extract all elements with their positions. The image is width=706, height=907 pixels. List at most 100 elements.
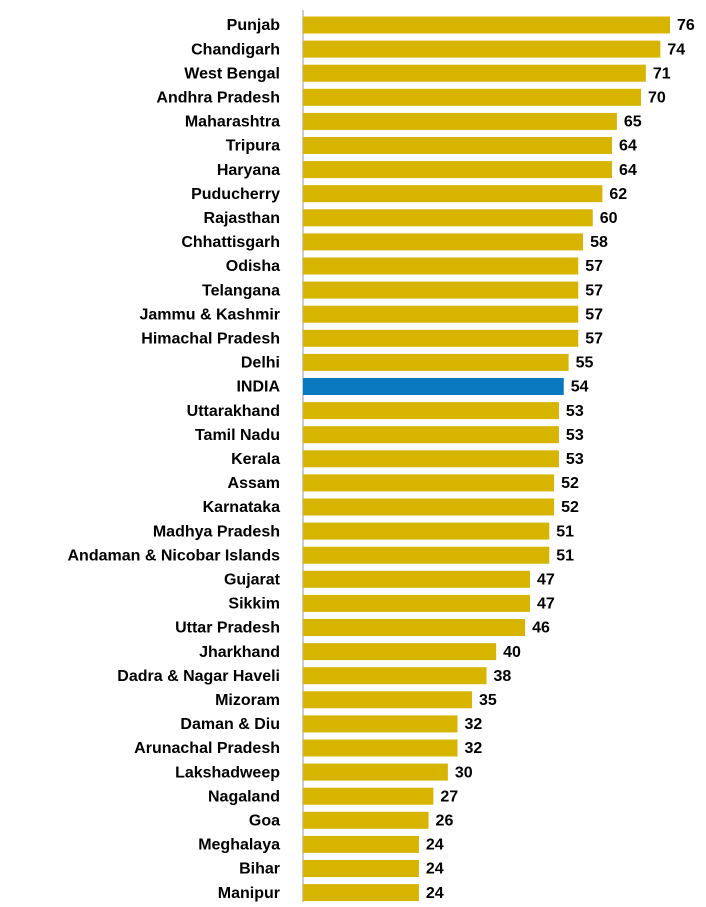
bar bbox=[303, 305, 579, 323]
bar bbox=[303, 88, 642, 106]
bar bbox=[303, 402, 559, 420]
value-label: 51 bbox=[556, 523, 574, 540]
bar bbox=[303, 667, 487, 685]
value-label: 53 bbox=[566, 403, 584, 420]
bar bbox=[303, 257, 579, 275]
value-label: 74 bbox=[667, 41, 685, 58]
category-label: Mizoram bbox=[215, 692, 280, 709]
category-label: Sikkim bbox=[228, 596, 280, 613]
category-label: Goa bbox=[249, 813, 280, 830]
category-label: Lakshadweep bbox=[175, 764, 280, 781]
category-label: Chandigarh bbox=[191, 41, 280, 58]
bar bbox=[303, 474, 555, 492]
bar bbox=[303, 185, 603, 203]
category-label: Rajasthan bbox=[204, 210, 280, 227]
value-label: 30 bbox=[455, 764, 473, 781]
value-label: 54 bbox=[571, 379, 589, 396]
value-label: 70 bbox=[648, 90, 666, 107]
category-label: Puducherry bbox=[191, 186, 280, 203]
category-label: Jharkhand bbox=[199, 644, 280, 661]
value-label: 35 bbox=[479, 692, 497, 709]
bar bbox=[303, 281, 579, 299]
value-label: 38 bbox=[494, 668, 512, 685]
category-label: Bihar bbox=[239, 861, 280, 878]
category-label: Tamil Nadu bbox=[195, 427, 280, 444]
value-label: 76 bbox=[677, 17, 695, 34]
value-label: 52 bbox=[561, 475, 579, 492]
value-label: 24 bbox=[426, 885, 444, 902]
category-label: Meghalaya bbox=[198, 837, 280, 854]
value-label: 32 bbox=[465, 716, 483, 733]
category-label: Gujarat bbox=[224, 572, 281, 589]
bar bbox=[303, 16, 670, 34]
value-label: 52 bbox=[561, 499, 579, 516]
value-label: 55 bbox=[576, 355, 594, 372]
category-label: Uttar Pradesh bbox=[175, 620, 280, 637]
bar bbox=[303, 112, 617, 130]
bar bbox=[303, 450, 559, 468]
bar bbox=[303, 691, 473, 709]
bar bbox=[303, 161, 613, 179]
category-label: West Bengal bbox=[184, 65, 280, 82]
bar bbox=[303, 137, 613, 154]
category-label: Tripura bbox=[226, 138, 280, 155]
value-label: 60 bbox=[600, 210, 618, 227]
category-label: Andaman & Nicobar Islands bbox=[68, 547, 281, 564]
value-label: 51 bbox=[556, 547, 574, 564]
category-label: Andhra Pradesh bbox=[156, 90, 280, 107]
value-label: 71 bbox=[653, 65, 671, 82]
bar bbox=[303, 498, 555, 516]
value-label: 53 bbox=[566, 451, 584, 468]
bar bbox=[303, 835, 419, 853]
bar bbox=[303, 643, 497, 661]
value-label: 32 bbox=[465, 740, 483, 757]
value-label: 57 bbox=[585, 258, 603, 275]
value-label: 40 bbox=[503, 644, 521, 661]
bar bbox=[303, 64, 646, 82]
category-label: Uttarakhand bbox=[187, 403, 280, 420]
category-label: Kerala bbox=[231, 451, 280, 468]
bar bbox=[303, 426, 559, 444]
value-label: 62 bbox=[609, 186, 627, 203]
bar bbox=[303, 378, 564, 395]
value-label: 57 bbox=[585, 306, 603, 323]
value-label: 46 bbox=[532, 620, 550, 637]
bar bbox=[303, 739, 458, 757]
bar bbox=[303, 546, 550, 564]
bar bbox=[303, 570, 530, 588]
bar bbox=[303, 209, 593, 227]
category-label: Punjab bbox=[227, 17, 281, 34]
category-label: Arunachal Pradesh bbox=[134, 740, 280, 757]
bar bbox=[303, 522, 550, 540]
category-label: Chhattisgarh bbox=[181, 234, 280, 251]
value-label: 26 bbox=[436, 813, 454, 830]
bar bbox=[303, 329, 579, 347]
bar bbox=[303, 763, 448, 781]
value-label: 27 bbox=[440, 788, 458, 805]
value-label: 64 bbox=[619, 162, 637, 179]
category-label: Madhya Pradesh bbox=[153, 523, 280, 540]
bar bbox=[303, 40, 661, 58]
bar bbox=[303, 594, 530, 612]
category-label: Delhi bbox=[241, 355, 280, 372]
category-label: Assam bbox=[228, 475, 280, 492]
bar bbox=[303, 884, 419, 902]
category-label: Nagaland bbox=[208, 788, 280, 805]
value-label: 64 bbox=[619, 138, 637, 155]
value-label: 47 bbox=[537, 572, 555, 589]
bar bbox=[303, 811, 429, 829]
category-label: Odisha bbox=[226, 258, 280, 275]
category-label: Haryana bbox=[217, 162, 280, 179]
category-label: Dadra & Nagar Haveli bbox=[117, 668, 280, 685]
value-label: 58 bbox=[590, 234, 608, 251]
category-label: Maharashtra bbox=[185, 114, 280, 131]
category-label: Telangana bbox=[202, 282, 280, 299]
category-label: INDIA bbox=[236, 379, 280, 396]
bar bbox=[303, 787, 434, 805]
bar bbox=[303, 353, 569, 371]
value-label: 47 bbox=[537, 596, 555, 613]
category-label: Daman & Diu bbox=[180, 716, 280, 733]
bar bbox=[303, 715, 458, 733]
value-label: 53 bbox=[566, 427, 584, 444]
